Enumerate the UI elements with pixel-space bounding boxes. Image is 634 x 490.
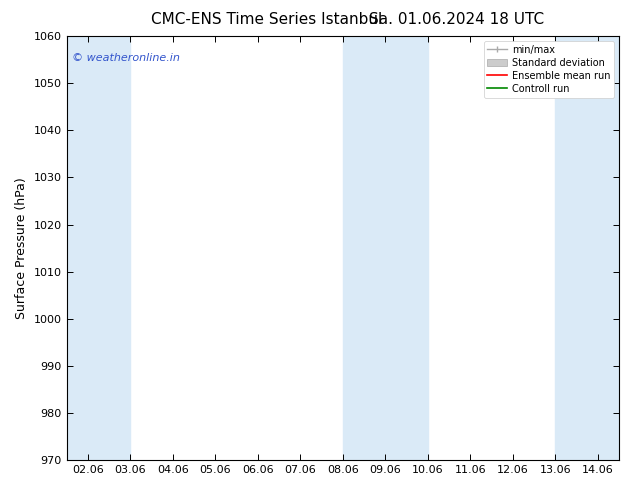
Y-axis label: Surface Pressure (hPa): Surface Pressure (hPa) <box>15 177 28 319</box>
Bar <box>343 36 428 460</box>
Text: Sa. 01.06.2024 18 UTC: Sa. 01.06.2024 18 UTC <box>369 12 544 27</box>
Bar <box>555 36 619 460</box>
Text: © weatheronline.in: © weatheronline.in <box>72 53 180 63</box>
Text: CMC-ENS Time Series Istanbul: CMC-ENS Time Series Istanbul <box>151 12 382 27</box>
Bar <box>67 36 130 460</box>
Legend: min/max, Standard deviation, Ensemble mean run, Controll run: min/max, Standard deviation, Ensemble me… <box>484 41 614 98</box>
